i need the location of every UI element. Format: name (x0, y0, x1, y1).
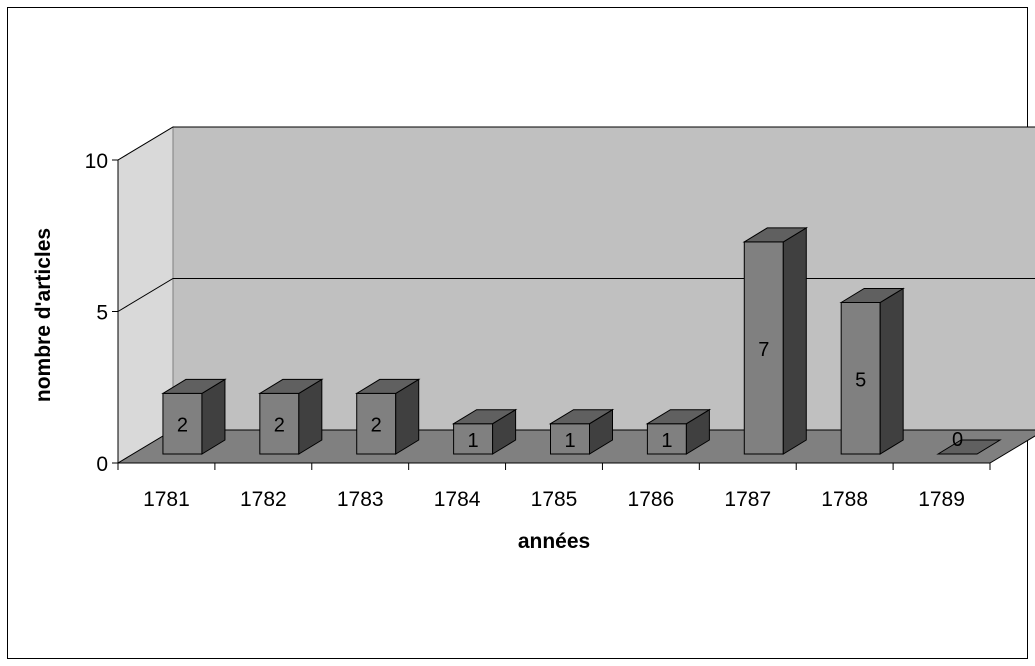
y-axis-title: nombre d'articles (32, 228, 55, 402)
bar-top (258, 378, 324, 394)
bar (161, 378, 227, 455)
x-tick-label: 1782 (240, 488, 287, 511)
x-tick-label: 1788 (821, 488, 868, 511)
bar (645, 408, 712, 455)
x-tick-label: 1787 (724, 488, 771, 511)
bar-top (451, 409, 518, 425)
bar-top (936, 439, 1002, 455)
bar (451, 408, 518, 455)
bar (258, 378, 324, 455)
bar-top (839, 288, 905, 303)
bar (839, 287, 905, 455)
data-label: 1 (661, 430, 672, 452)
bar-top (742, 227, 809, 243)
bar (742, 227, 809, 455)
y-tick-label: 5 (96, 302, 108, 325)
x-tick-label: 1781 (143, 488, 190, 511)
x-tick-label: 1789 (918, 488, 965, 511)
data-label: 7 (758, 339, 769, 361)
data-label: 1 (564, 430, 575, 452)
gridline (117, 126, 1035, 161)
bars (161, 227, 1002, 455)
bar (936, 439, 1002, 455)
x-tick-label: 1785 (531, 488, 578, 511)
data-label: 2 (274, 415, 285, 437)
data-label: 0 (952, 429, 963, 451)
bar-top (161, 378, 227, 394)
bar (548, 408, 615, 455)
bar-top (548, 409, 615, 425)
data-label: 1 (468, 430, 479, 452)
data-label: 2 (177, 415, 188, 437)
axes (112, 159, 991, 470)
x-axis-title: années (518, 530, 590, 553)
x-tick-label: 1784 (434, 488, 481, 511)
bar-side (879, 287, 904, 455)
data-label: 2 (371, 415, 382, 437)
y-tick-label: 10 (85, 150, 108, 173)
x-tick-label: 1783 (337, 488, 384, 511)
x-tick-label: 1786 (628, 488, 675, 511)
data-label: 5 (855, 369, 866, 391)
y-tick-label: 0 (96, 453, 108, 476)
bar-side (782, 227, 807, 455)
bar-top (645, 409, 712, 425)
bar (354, 378, 421, 455)
bar-top (354, 378, 421, 394)
